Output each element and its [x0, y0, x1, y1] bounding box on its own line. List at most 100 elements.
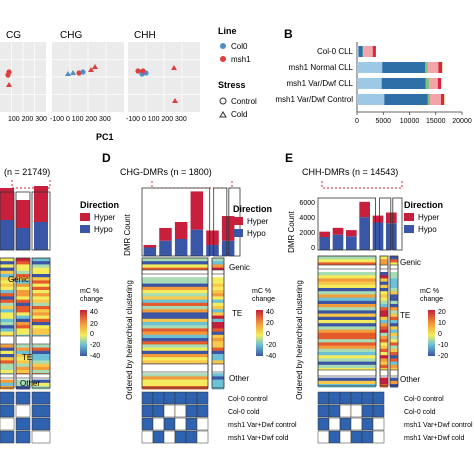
- c-direction-title: Direction: [80, 200, 119, 210]
- d-heat-separator: [211, 269, 225, 275]
- e-heat-cell: [318, 313, 376, 318]
- d-heat-cell: [212, 322, 224, 326]
- b-bar-segment: [384, 94, 428, 105]
- c-heat-cell: [16, 261, 30, 265]
- e-heat-frame: [317, 255, 377, 387]
- e-sample-label-1: Col-0 cold: [404, 409, 436, 416]
- b-bar-segment: [441, 78, 442, 89]
- e-heat-cell: [318, 300, 376, 305]
- c-heat-cell: [32, 299, 50, 304]
- legend-col0-label: Col0: [231, 42, 248, 51]
- c-bar-hyper: [34, 186, 48, 222]
- e-heat-separator: [317, 369, 377, 377]
- c-heat-cell: [0, 344, 14, 348]
- e-heat-cell: [318, 256, 376, 260]
- e-heat-cell: [390, 377, 398, 382]
- d-matrix-cell: [141, 391, 154, 405]
- e-heat-cell: [390, 259, 398, 263]
- b-bar-segment: [425, 62, 428, 73]
- c-heat-cell: [0, 312, 14, 316]
- c-colorbar: [80, 310, 87, 356]
- d-heat-cell: [212, 360, 224, 364]
- d-heat-cell: [142, 312, 208, 316]
- e-heat-cell: [390, 339, 398, 343]
- c-heat-cell: [32, 357, 50, 361]
- e-matrix-cell: [350, 417, 363, 431]
- b-bar-segment: [427, 62, 439, 73]
- e-colorbar-title2: change: [420, 296, 443, 303]
- e-matrix-cell: [350, 430, 363, 444]
- b-xtick-label: 10000: [400, 118, 420, 125]
- d-bar-hyper: [143, 244, 157, 248]
- d-heat-cell: [142, 331, 208, 336]
- c-heat-cell: [32, 325, 50, 329]
- d-bar-hypo: [221, 240, 235, 256]
- pca-point: [92, 64, 98, 69]
- pca-point: [6, 82, 12, 87]
- e-heat-cell: [390, 380, 398, 385]
- c-label-other: Other: [20, 379, 40, 388]
- e-heat-cell: [380, 348, 388, 353]
- b-category-2: msh1 Var/Dwf CLL: [286, 79, 353, 88]
- e-bar-hypo: [319, 237, 330, 250]
- e-sample-label-2: msh1 Var+Dwf control: [404, 422, 473, 429]
- c-heat-cell: [16, 280, 30, 284]
- c-heat-cell: [32, 267, 50, 272]
- e-heat-separator: [379, 369, 389, 377]
- e-heat-cell: [380, 281, 388, 286]
- c-heat-cell: [0, 363, 14, 368]
- e-heat-cell: [390, 332, 398, 337]
- d-heat-cell: [212, 315, 224, 320]
- d-direction-title: Direction: [233, 204, 272, 214]
- pca-xticks-chg: -100 0 100 200 300: [50, 116, 111, 123]
- e-heat-cell: [318, 361, 376, 366]
- c-heat-cell: [16, 360, 30, 364]
- d-heat-cell: [212, 306, 224, 310]
- d-heat-cell: [142, 283, 208, 288]
- e-heat-frame: [379, 255, 389, 387]
- pca-panel: CG CHG CHH 100 200 300 -100 0 100 200 30…: [0, 26, 257, 142]
- e-heat-cell: [318, 342, 376, 346]
- d-heat-cell: [212, 338, 224, 342]
- d-matrix-cell: [152, 430, 165, 444]
- d-label-other: Other: [229, 374, 249, 383]
- e-ytick: 2000: [299, 230, 315, 237]
- e-heat-cell: [390, 294, 398, 298]
- c-heat-cell: [32, 261, 50, 265]
- c-heat-cell: [0, 357, 14, 361]
- d-heat-cell: [212, 283, 224, 288]
- b-bars: [357, 46, 445, 105]
- d-bar-ylabel: DMR Count: [123, 213, 132, 256]
- b-xticks: 0 5000 10000 15000 20000: [355, 112, 472, 125]
- e-heat-cell: [380, 288, 388, 292]
- e-heat-cell: [380, 377, 388, 382]
- d-bar-hyper: [159, 227, 172, 241]
- c-heat-cell: [32, 283, 50, 288]
- c-heat-cell: [0, 267, 14, 272]
- c-colorbar-tick: 40: [90, 309, 98, 316]
- c-heat-frame: [15, 257, 31, 389]
- e-bar-hypo: [359, 217, 370, 250]
- e-heat-cell: [318, 348, 376, 353]
- e-heat-cell: [318, 326, 376, 330]
- facet-title-chh: CHH: [134, 30, 156, 41]
- c-heat-cell: [16, 258, 30, 262]
- d-matrix-cell: [196, 417, 209, 431]
- d-dashed-bracket: [151, 181, 233, 189]
- d-heat-cell: [212, 309, 224, 313]
- d-heat-cell: [212, 318, 224, 323]
- c-heat-cell: [16, 325, 30, 329]
- d-heat-cell: [212, 290, 224, 294]
- d-colorbar-title2: change: [252, 296, 275, 303]
- e-heatmap: [317, 255, 399, 388]
- e-legend-hyper-label: Hyper: [418, 213, 440, 222]
- c-matrix-cell: [0, 430, 15, 444]
- e-matrix-cell: [361, 404, 374, 418]
- c-heat-cell: [16, 370, 30, 374]
- pca-point: [65, 71, 71, 76]
- b-bar-segment: [357, 62, 383, 73]
- d-heat-cell: [212, 341, 224, 345]
- c-heat-cell: [16, 322, 30, 326]
- e-matrix-cell: [372, 417, 385, 431]
